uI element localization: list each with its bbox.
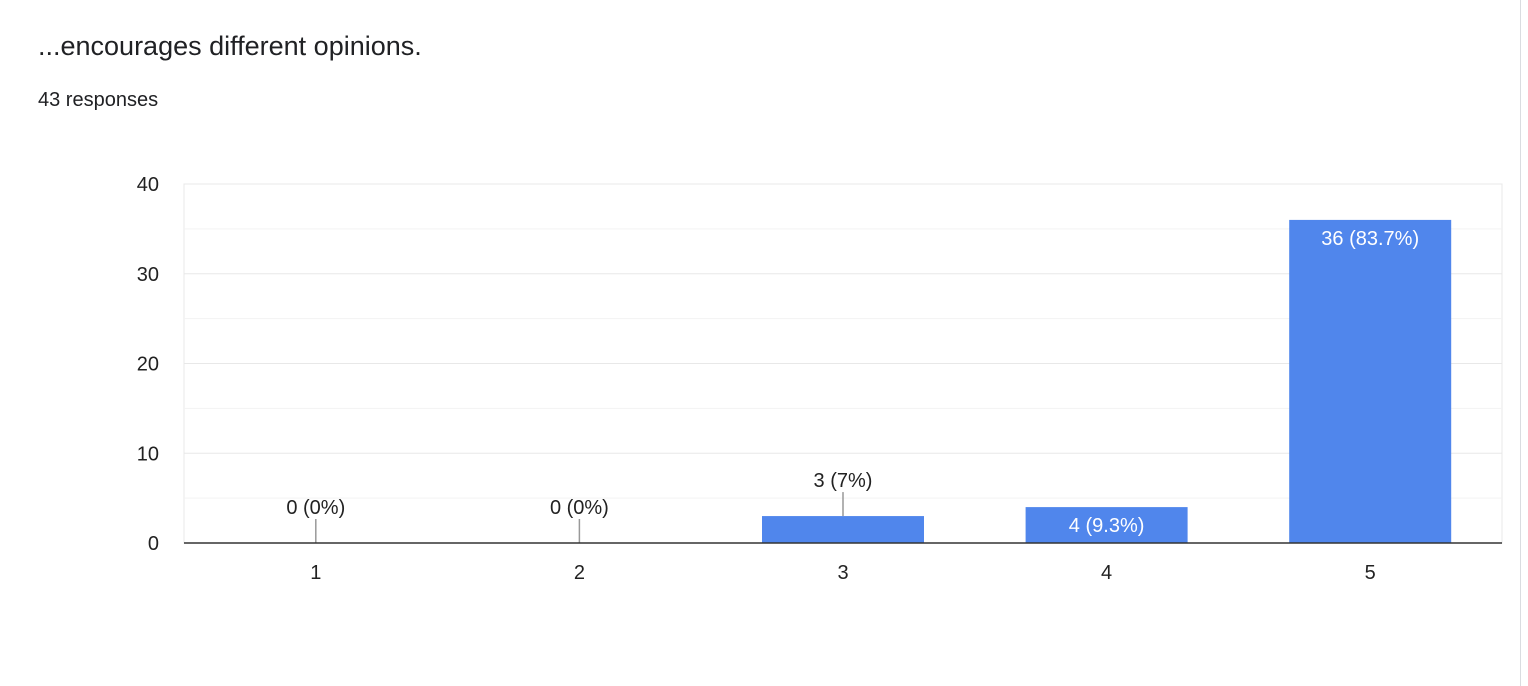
bar <box>1289 219 1452 543</box>
question-title: ...encourages different opinions. <box>38 31 422 61</box>
bar-value-label: 0 (0%) <box>286 497 345 519</box>
y-tick-label: 10 <box>137 443 159 465</box>
x-tick-label: 2 <box>574 562 585 584</box>
bar <box>762 516 924 543</box>
x-tick-label: 4 <box>1101 562 1112 584</box>
x-tick-label: 3 <box>837 562 848 584</box>
y-tick-label: 40 <box>137 174 159 196</box>
bar-value-label: 4 (9.3%) <box>1069 515 1145 537</box>
card-border <box>1520 0 1521 686</box>
x-tick-label: 5 <box>1365 562 1376 584</box>
bar-value-label: 3 (7%) <box>814 470 873 492</box>
y-tick-label: 20 <box>137 354 159 376</box>
bar <box>1025 507 1188 543</box>
response-count: 43 responses <box>38 89 159 111</box>
bar-value-label: 36 (83.7%) <box>1321 228 1419 250</box>
bar-value-label: 0 (0%) <box>550 497 609 519</box>
y-tick-label: 30 <box>137 264 159 286</box>
x-tick-label: 1 <box>310 562 321 584</box>
y-tick-label: 0 <box>148 533 159 555</box>
